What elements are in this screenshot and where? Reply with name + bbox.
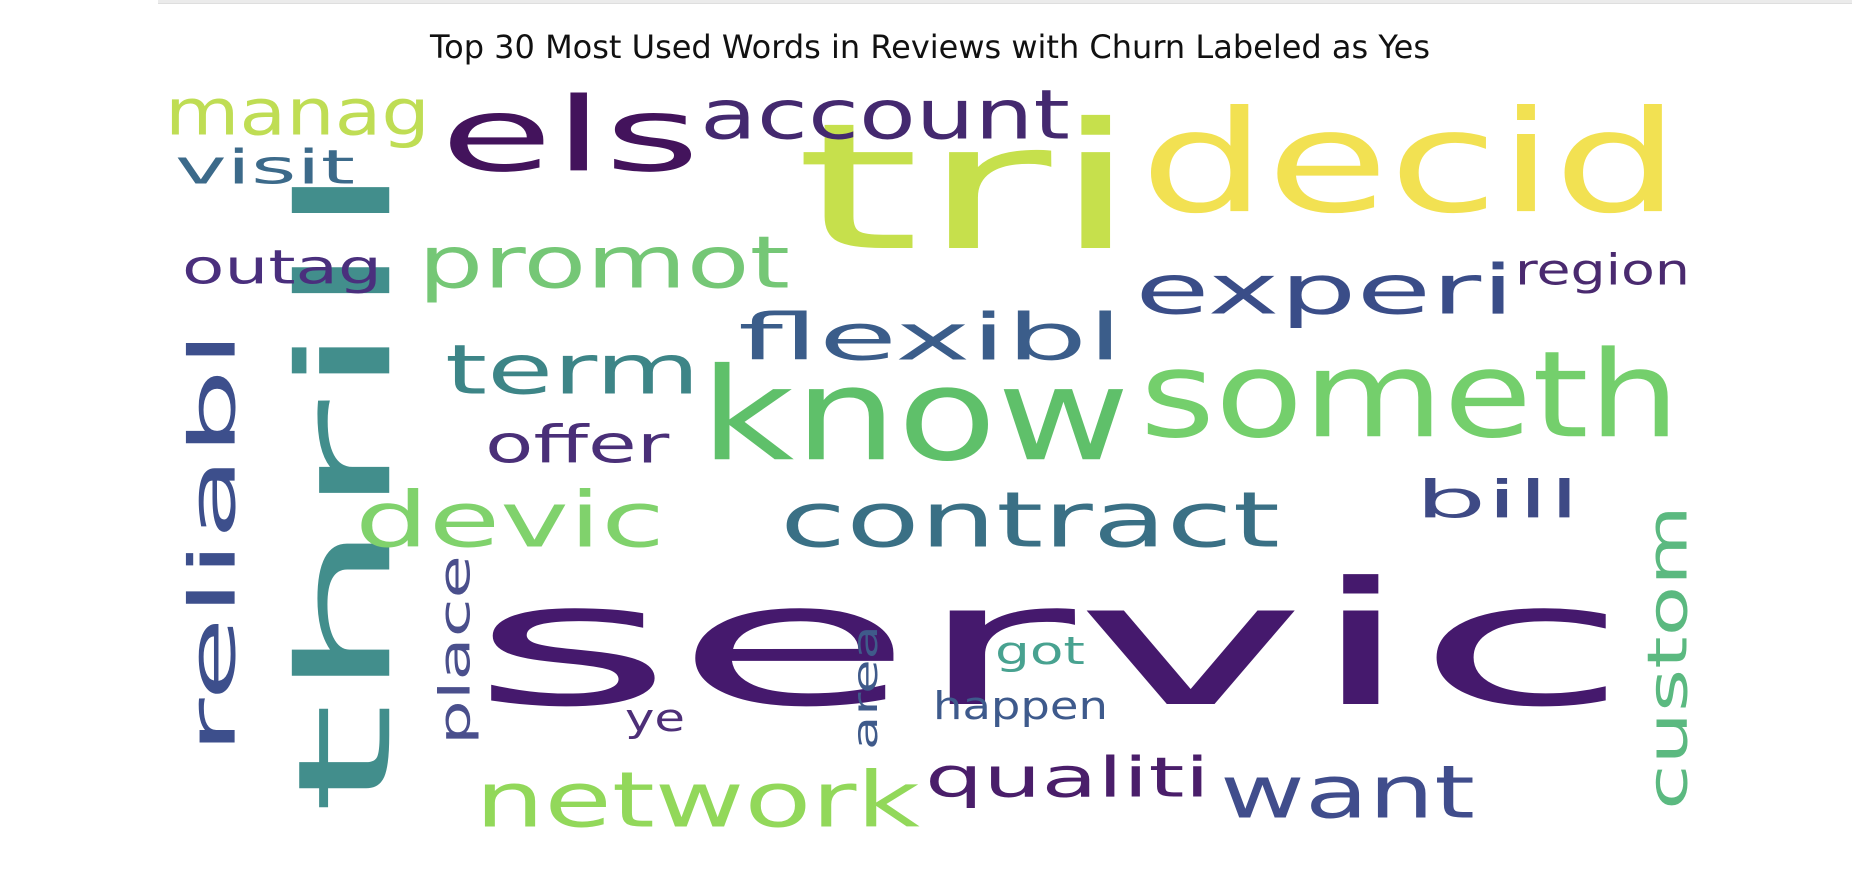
word-experi: experi xyxy=(1135,251,1515,330)
word-servic: servic xyxy=(470,546,1630,745)
word-got: got xyxy=(995,629,1085,674)
word-custom: custom xyxy=(1635,505,1700,810)
word-outag: outag xyxy=(182,240,382,295)
word-know: know xyxy=(700,340,1130,490)
chart-title: Top 30 Most Used Words in Reviews with C… xyxy=(430,28,1430,66)
word-flexibl: flexibl xyxy=(738,300,1123,375)
word-decid: decid xyxy=(1140,80,1680,244)
word-bill: bill xyxy=(1415,470,1580,530)
word-someth: someth xyxy=(1140,326,1680,465)
word-happen: happen xyxy=(933,684,1108,729)
word-offer: offer xyxy=(485,415,670,475)
word-network: network xyxy=(475,756,920,845)
word-reliabl: reliabl xyxy=(176,330,251,755)
word-area: area xyxy=(845,625,885,750)
word-contract: contract xyxy=(780,475,1280,565)
word-want: want xyxy=(1220,751,1475,835)
word-els: els xyxy=(440,76,700,195)
word-tri: tri xyxy=(795,85,1140,289)
word-promot: promot xyxy=(418,221,790,306)
word-account: account xyxy=(700,76,1070,156)
word-thrill: thrill xyxy=(270,160,419,815)
word-devic: devic xyxy=(355,476,665,565)
word-manag: manag xyxy=(165,76,430,151)
notebook-cell-top-border xyxy=(158,0,1852,4)
word-ye: ye xyxy=(625,696,685,740)
word-qualiti: qualiti xyxy=(925,745,1210,809)
word-place: place xyxy=(430,555,480,745)
word-visit: visit xyxy=(175,140,355,195)
word-region: region xyxy=(1515,245,1690,295)
word-term: term xyxy=(445,331,700,411)
